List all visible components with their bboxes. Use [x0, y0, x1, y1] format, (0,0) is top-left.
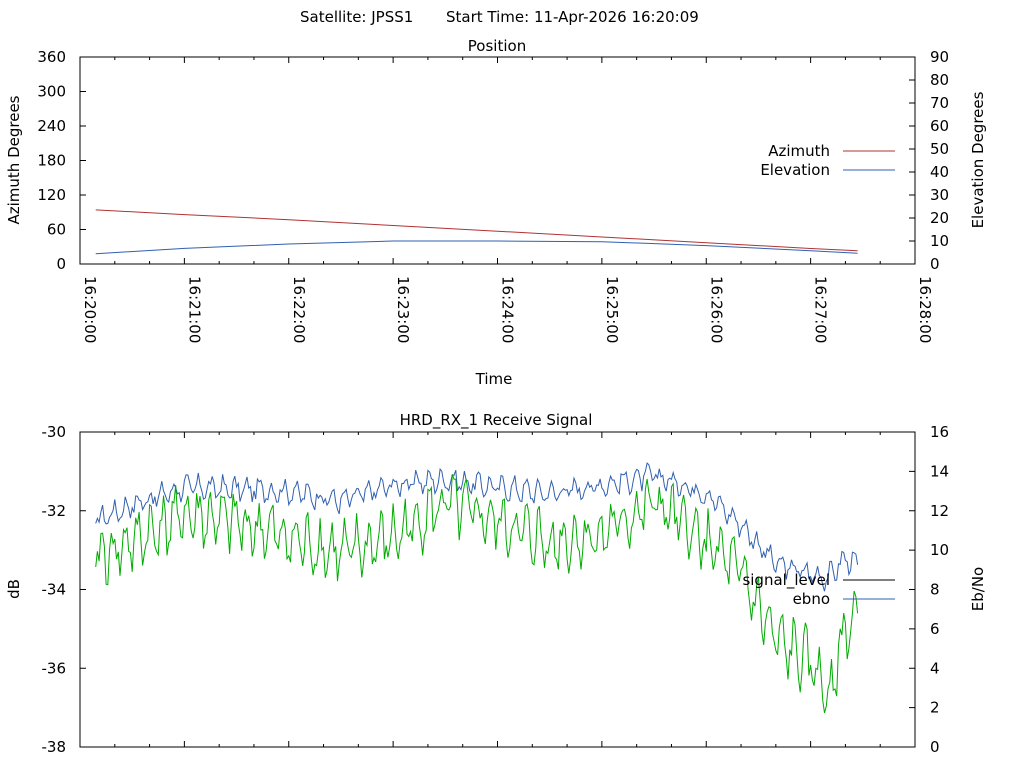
legend-azimuth-label: Azimuth: [768, 142, 830, 160]
position-series: [95, 209, 858, 255]
ebno-tick-label: 4: [930, 659, 940, 677]
time-tick-label: 16:28:00: [916, 276, 934, 343]
signal-axes-ticks: -30 -32 -34 -36 -38 0 2 4 6 8 10 12 14 16: [42, 423, 950, 756]
signal-plot-frame: [79, 431, 916, 748]
ebno-axis-label: Eb/No: [969, 567, 987, 611]
azimuth-tick-label: 240: [37, 117, 66, 135]
satellite-label: Satellite: JPSS1: [300, 8, 413, 26]
elevation-tick-label: 50: [930, 140, 949, 158]
elevation-tick-label: 60: [930, 117, 949, 135]
legend-ebno-label: ebno: [793, 590, 830, 608]
elevation-tick-label: 80: [930, 71, 949, 89]
elevation-tick-label: 30: [930, 186, 949, 204]
azimuth-tick-label: 360: [37, 48, 66, 66]
signal-series: [95, 462, 859, 714]
azimuth-tick-label: 120: [37, 186, 66, 204]
signal-level-line: [95, 474, 859, 714]
time-tick-label: 16:26:00: [707, 276, 725, 343]
time-tick-label: 16:27:00: [812, 276, 830, 343]
azimuth-line: [95, 209, 858, 252]
ebno-tick-label: 16: [930, 423, 949, 441]
elevation-line: [95, 240, 858, 255]
signal-legend: signal_level ebno: [742, 571, 895, 608]
legend-elevation-label: Elevation: [760, 161, 830, 179]
legend-signal-level-label: signal_level: [742, 571, 830, 590]
azimuth-tick-label: 0: [56, 255, 66, 273]
ebno-tick-label: 8: [930, 581, 940, 599]
elevation-tick-label: 90: [930, 48, 949, 66]
azimuth-tick-label: 300: [37, 83, 66, 101]
ebno-tick-label: 14: [930, 462, 949, 480]
time-tick-label: 16:20:00: [81, 276, 99, 343]
position-legend: Azimuth Elevation: [760, 142, 895, 179]
time-tick-label: 16:21:00: [185, 276, 203, 343]
ebno-tick-label: 0: [930, 738, 940, 756]
azimuth-axis-label: Azimuth Degrees: [5, 95, 23, 224]
time-tick-label: 16:23:00: [394, 276, 412, 343]
elevation-tick-label: 70: [930, 94, 949, 112]
position-chart: Position Azimuth Degrees Elevation Degre…: [5, 37, 987, 388]
db-tick-label: -34: [42, 581, 67, 599]
ebno-tick-label: 12: [930, 502, 949, 520]
azimuth-tick-label: 60: [47, 221, 66, 239]
azimuth-tick-label: 180: [37, 152, 66, 170]
ebno-tick-label: 6: [930, 620, 940, 638]
time-tick-label: 16:25:00: [603, 276, 621, 343]
elevation-tick-label: 20: [930, 209, 949, 227]
db-tick-label: -36: [42, 659, 67, 677]
time-tick-label: 16:22:00: [290, 276, 308, 343]
position-axes-ticks: 0 60 120 180 240 300 360 0 10 20 30 40 50 60 70 80 90 16:…: [37, 48, 949, 343]
db-tick-label: -38: [42, 738, 67, 756]
elevation-tick-label: 10: [930, 232, 949, 250]
db-tick-label: -30: [42, 423, 67, 441]
time-tick-label: 16:24:00: [499, 276, 517, 343]
elevation-tick-label: 0: [930, 255, 940, 273]
position-chart-title: Position: [468, 37, 526, 55]
receive-signal-chart-title: HRD_RX_1 Receive Signal: [400, 411, 593, 430]
start-time-label: Start Time: 11-Apr-2026 16:20:09: [446, 8, 699, 26]
receive-signal-chart: HRD_RX_1 Receive Signal dB Eb/No -30-32-…: [5, 411, 987, 756]
ebno-line: [95, 462, 859, 592]
ebno-tick-label: 2: [930, 699, 940, 717]
elevation-axis-label: Elevation Degrees: [969, 91, 987, 228]
db-tick-label: -32: [42, 502, 67, 520]
db-axis-label: dB: [5, 579, 23, 599]
ebno-tick-label: 10: [930, 541, 949, 559]
elevation-tick-label: 40: [930, 163, 949, 181]
time-axis-label: Time: [475, 370, 513, 388]
